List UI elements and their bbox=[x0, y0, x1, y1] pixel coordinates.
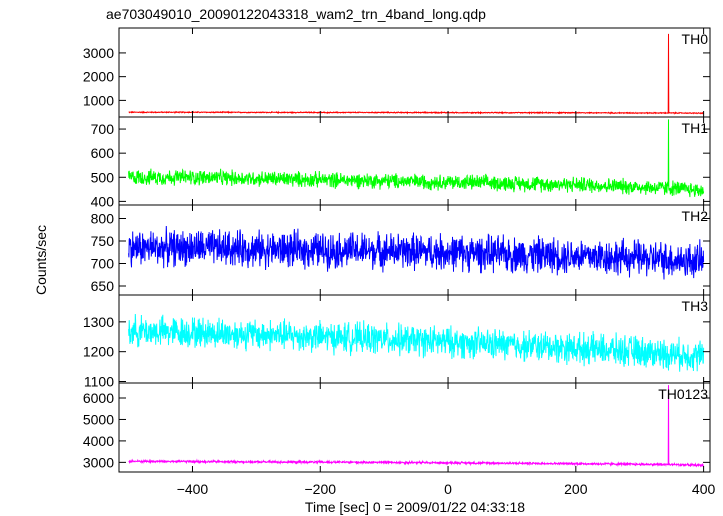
y-tick-label: 1000 bbox=[83, 92, 114, 108]
series-line-th2 bbox=[128, 225, 705, 280]
y-tick-label: 800 bbox=[91, 211, 115, 227]
series-line-th3 bbox=[128, 313, 705, 372]
panel-th1: 400 500 600 700 TH1 bbox=[91, 116, 711, 209]
y-tick-label: 650 bbox=[91, 278, 115, 294]
y-axis-label: Counts/sec bbox=[33, 225, 49, 295]
x-tick-label: 400 bbox=[692, 481, 716, 497]
y-tick-label: 700 bbox=[91, 256, 115, 272]
y-tick-label: 700 bbox=[91, 121, 115, 137]
series-line-th0 bbox=[128, 33, 704, 115]
y-tick-label: 3000 bbox=[83, 454, 114, 470]
x-axis: −400 −200 0 200 400 bbox=[177, 481, 716, 497]
y-tick-label: 1300 bbox=[83, 314, 114, 330]
y-tick-label: 2000 bbox=[83, 69, 114, 85]
x-axis-label: Time [sec] 0 = 2009/01/22 04:33:18 bbox=[305, 499, 525, 515]
y-tick-label: 400 bbox=[91, 193, 115, 209]
y-tick-label: 6000 bbox=[83, 390, 114, 406]
panels-layer: 1000 2000 3000 TH0 400 500 600 700 TH1 650 700 750 8… bbox=[83, 27, 711, 473]
y-tick-label: 1100 bbox=[84, 374, 114, 390]
x-tick-label: −200 bbox=[304, 481, 336, 497]
panel-frame bbox=[118, 382, 711, 473]
y-tick-label: 1200 bbox=[83, 344, 114, 360]
panel-th0: 1000 2000 3000 TH0 bbox=[83, 27, 711, 118]
x-tick-label: 0 bbox=[444, 481, 452, 497]
series-line-th1 bbox=[128, 119, 705, 198]
chart-title: ae703049010_20090122043318_wam2_trn_4ban… bbox=[106, 6, 486, 22]
x-tick-label: −400 bbox=[177, 481, 209, 497]
panel-th0123: 3000 4000 5000 6000 TH0123 bbox=[83, 382, 711, 473]
y-tick-label: 3000 bbox=[83, 45, 114, 61]
panel-frame bbox=[118, 27, 711, 118]
series-line-th0123 bbox=[128, 385, 704, 468]
y-tick-label: 500 bbox=[91, 169, 115, 185]
panel-th3: 1100 1200 1300 TH3 bbox=[83, 294, 711, 390]
panel-label: TH2 bbox=[682, 208, 709, 224]
panel-label: TH1 bbox=[682, 120, 709, 136]
x-tick-label: 200 bbox=[564, 481, 588, 497]
panel-label: TH3 bbox=[682, 298, 709, 314]
y-tick-label: 5000 bbox=[83, 411, 114, 427]
y-tick-label: 750 bbox=[91, 233, 115, 249]
panel-label: TH0 bbox=[682, 31, 709, 47]
panel-label: TH0123 bbox=[658, 386, 708, 402]
y-tick-label: 4000 bbox=[83, 433, 114, 449]
panel-frame bbox=[118, 116, 711, 206]
y-tick-label: 600 bbox=[91, 145, 115, 161]
panel-th2: 650 700 750 800 TH2 bbox=[91, 204, 711, 296]
